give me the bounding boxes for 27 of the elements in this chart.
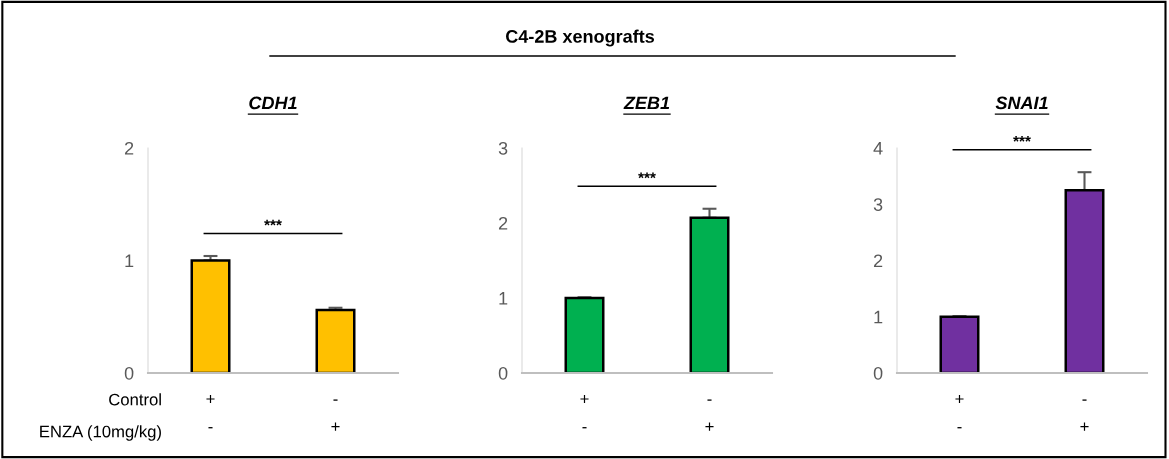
category-label: - + [331,399,340,431]
category-label: - + [1080,399,1089,431]
y-tick-label: 2 [873,254,883,268]
text: Control [109,393,161,406]
y-tick-label: 3 [498,141,508,155]
y-tick-label: 4 [873,142,883,155]
y-tick-label: 1 [499,292,508,305]
annotation: *** [638,172,656,179]
annotation: *** [264,219,282,226]
text: C4-2B xenografts [506,29,655,47]
y-tick-label: 0 [873,366,883,380]
chart-title: ZEB1 [623,96,670,110]
y-tick-label: 1 [874,310,883,324]
category-label: + - [580,394,589,429]
y-tick-label: 2 [498,216,508,230]
y-tick-label: 1 [125,254,134,268]
y-tick-label: 0 [498,366,508,380]
y-tick-label: 2 [124,141,134,155]
text: ENZA (10mg/kg) [40,425,161,441]
chart-title: CDH1 [249,96,297,110]
text: *** [1013,136,1031,142]
category-label: + - [206,394,215,429]
category-label: - + [705,399,714,431]
chart-title: SNAI1 [995,96,1048,110]
y-tick-label: 3 [873,198,883,211]
y-tick-label: 0 [124,366,134,380]
category-label: + - [955,394,964,429]
